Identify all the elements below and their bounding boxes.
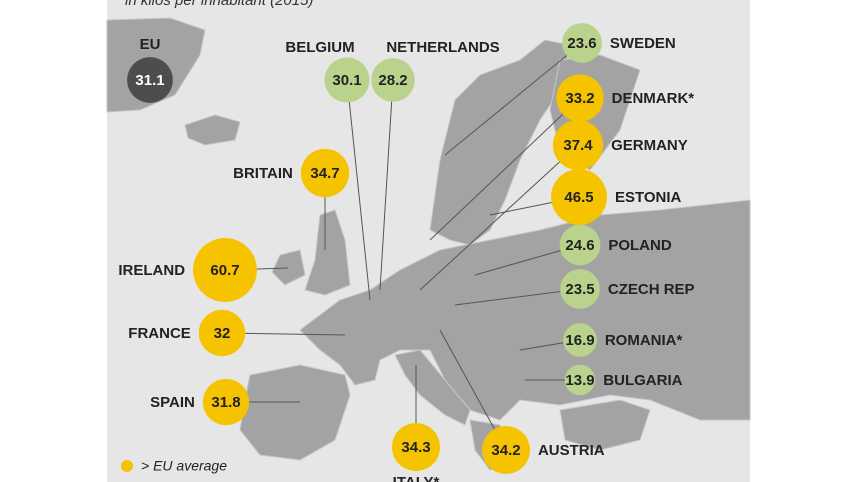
value-bubble [300,148,350,198]
value-bubble [562,23,602,63]
value-label: 23.5 [565,281,594,298]
value-bubble [564,364,596,396]
value-bubble [563,323,597,357]
country-name: ITALY* [393,474,440,482]
value-label: 13.9 [565,372,594,389]
country-name: AUSTRIA [538,442,605,459]
country-name: ESTONIA [615,189,682,206]
subtitle: in kilos per inhabitant (2015) [125,0,313,9]
country-name: BELGIUM [285,39,354,56]
leader-line [419,144,579,291]
value-label: 46.5 [564,189,593,206]
value-bubble [198,309,246,357]
value-bubble [560,269,600,309]
leader-line [429,97,581,241]
value-label: 24.6 [565,237,594,254]
country-name: ROMANIA* [605,332,683,349]
value-bubble [552,119,604,171]
value-bubble [556,74,604,122]
country-name: POLAND [608,237,672,254]
value-label: 31.1 [135,72,164,89]
value-label: 37.4 [563,137,593,154]
country-name: SWEDEN [610,35,676,52]
country-name: CZECH REP [608,281,695,298]
value-label: 33.2 [565,90,594,107]
value-bubble [202,378,250,426]
value-label: 34.3 [401,439,430,456]
country-name: GERMANY [611,137,688,154]
value-bubble [371,58,415,102]
legend-label: > EU average [141,458,227,474]
value-label: 34.2 [491,442,520,459]
country-name: EU [140,36,161,53]
value-bubble [391,422,441,472]
leader-line [454,288,581,306]
value-label: 34.7 [310,165,339,182]
value-bubble [324,57,370,103]
country-name: DENMARK* [612,90,695,107]
value-bubble [193,238,257,302]
country-name: BULGARIA [603,372,682,389]
value-bubble [559,224,601,266]
value-label: 32 [214,325,231,342]
value-label: 60.7 [210,262,239,279]
value-label: 16.9 [565,332,594,349]
value-bubble [482,426,530,474]
country-name: FRANCE [128,325,191,342]
value-label: 30.1 [332,72,361,89]
leader-line [379,79,394,291]
value-label: 23.6 [567,35,596,52]
value-label: 31.8 [211,394,240,411]
country-name: BRITAIN [233,165,293,182]
country-name: IRELAND [118,262,185,279]
legend-dot [121,460,133,472]
value-bubble [551,169,607,225]
value-bubble [127,57,173,103]
country-name: NETHERLANDS [386,39,499,56]
value-label: 28.2 [378,72,407,89]
country-name: SPAIN [150,394,195,411]
leader-line [346,79,371,301]
leader-line [444,42,583,156]
